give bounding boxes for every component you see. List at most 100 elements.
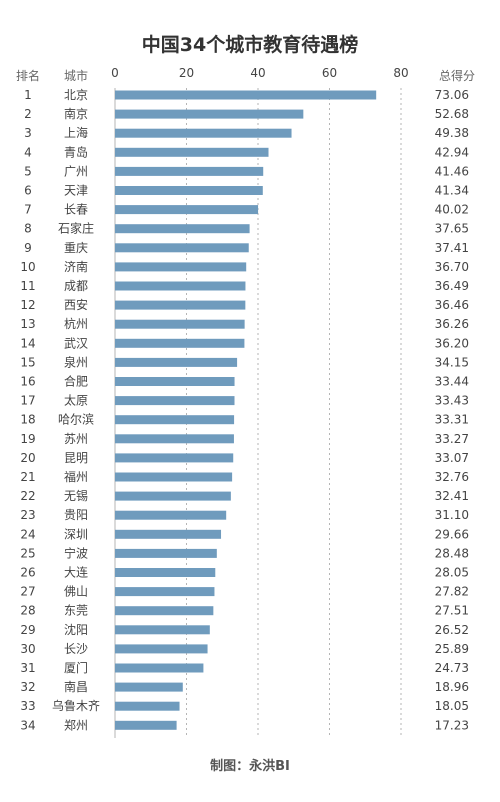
- value-label: 25.89: [435, 642, 469, 656]
- city-label: 郑州: [64, 717, 88, 732]
- bar: [115, 682, 183, 692]
- city-label: 上海: [64, 125, 88, 140]
- x-tick-label: 40: [250, 66, 265, 80]
- value-label: 36.26: [435, 317, 469, 331]
- city-label: 武汉: [64, 336, 88, 350]
- value-label: 33.44: [435, 375, 469, 389]
- bar: [115, 205, 259, 215]
- value-label: 49.38: [435, 126, 469, 140]
- city-column-header: 城市: [64, 68, 88, 83]
- bar: [115, 396, 235, 406]
- city-label: 福州: [64, 469, 88, 484]
- city-label: 合肥: [64, 374, 88, 389]
- bar: [115, 128, 292, 138]
- rank-label: 32: [20, 680, 35, 694]
- rank-label: 29: [20, 623, 35, 637]
- bar: [115, 377, 235, 386]
- city-label: 东莞: [64, 604, 88, 618]
- bar: [115, 262, 247, 272]
- value-label: 40.02: [435, 203, 469, 217]
- rank-label: 16: [20, 375, 35, 389]
- bar: [115, 281, 246, 291]
- bar: [115, 453, 234, 463]
- rank-label: 17: [20, 394, 35, 408]
- bar: [115, 300, 246, 310]
- rank-label: 5: [24, 164, 32, 178]
- value-label: 36.46: [435, 298, 469, 312]
- value-label: 28.05: [435, 566, 469, 580]
- city-label: 南昌: [64, 679, 88, 694]
- bars: [115, 90, 377, 730]
- value-label: 29.66: [435, 527, 469, 541]
- rank-label: 31: [20, 661, 35, 675]
- value-label: 31.10: [435, 508, 469, 522]
- city-label: 杭州: [64, 316, 88, 331]
- bar: [115, 243, 249, 253]
- bar: [115, 338, 245, 348]
- rank-label: 8: [24, 222, 32, 236]
- city-label: 大连: [64, 565, 88, 580]
- rank-label: 28: [20, 604, 35, 618]
- rank-label: 3: [24, 126, 32, 140]
- x-tick-label: 60: [322, 66, 337, 80]
- rank-label: 19: [20, 432, 35, 446]
- bar: [115, 625, 210, 635]
- value-label: 18.05: [435, 699, 469, 713]
- value-label: 27.82: [435, 585, 469, 599]
- bar: [115, 701, 180, 711]
- bar: [115, 472, 233, 482]
- rank-label: 30: [20, 642, 35, 656]
- labels: 0 20 40 60 80 排名 城市 总得分 1 北京 73.06 2 南京 52.68 3 上海 49.38…: [16, 66, 475, 732]
- city-label: 济南: [64, 259, 88, 274]
- value-label: 24.73: [435, 661, 469, 675]
- rank-label: 11: [20, 279, 35, 293]
- city-label: 乌鲁木齐: [52, 698, 100, 713]
- value-label: 36.70: [435, 260, 469, 274]
- bar: [115, 491, 231, 501]
- city-label: 长沙: [64, 642, 88, 656]
- bar: [115, 415, 235, 425]
- bar: [115, 587, 215, 597]
- rank-label: 27: [20, 585, 35, 599]
- rank-label: 1: [24, 88, 32, 102]
- rank-label: 13: [20, 317, 35, 331]
- rank-label: 20: [20, 451, 35, 465]
- value-label: 34.15: [435, 355, 469, 369]
- value-label: 18.96: [435, 680, 469, 694]
- value-label: 26.52: [435, 623, 469, 637]
- city-label: 宁波: [64, 545, 88, 560]
- bar: [115, 529, 222, 539]
- x-tick-label: 80: [393, 66, 408, 80]
- rank-column-header: 排名: [16, 68, 40, 83]
- value-label: 33.43: [435, 394, 469, 408]
- bar: [115, 644, 208, 654]
- bar: [115, 663, 204, 673]
- value-label: 36.20: [435, 336, 469, 350]
- rank-label: 10: [20, 260, 35, 274]
- rank-label: 12: [20, 298, 35, 312]
- bar: [115, 90, 377, 100]
- rank-label: 2: [24, 107, 32, 121]
- city-label: 重庆: [64, 241, 88, 255]
- city-label: 长春: [64, 203, 88, 217]
- city-label: 太原: [64, 393, 88, 408]
- value-label: 17.23: [435, 718, 469, 732]
- rank-label: 4: [24, 145, 32, 159]
- city-label: 成都: [64, 279, 88, 293]
- bar: [115, 166, 264, 176]
- city-label: 深圳: [64, 527, 88, 541]
- city-label: 西安: [64, 297, 88, 312]
- value-label: 41.46: [435, 164, 469, 178]
- value-label: 36.49: [435, 279, 469, 293]
- rank-label: 26: [20, 566, 35, 580]
- city-label: 苏州: [64, 432, 88, 446]
- value-label: 37.65: [435, 222, 469, 236]
- value-label: 33.07: [435, 451, 469, 465]
- rank-label: 9: [24, 241, 32, 255]
- bar: [115, 357, 238, 367]
- rank-label: 21: [20, 470, 35, 484]
- value-label: 33.31: [435, 413, 469, 427]
- rank-label: 18: [20, 413, 35, 427]
- rank-label: 14: [20, 336, 35, 350]
- rank-label: 23: [20, 508, 35, 522]
